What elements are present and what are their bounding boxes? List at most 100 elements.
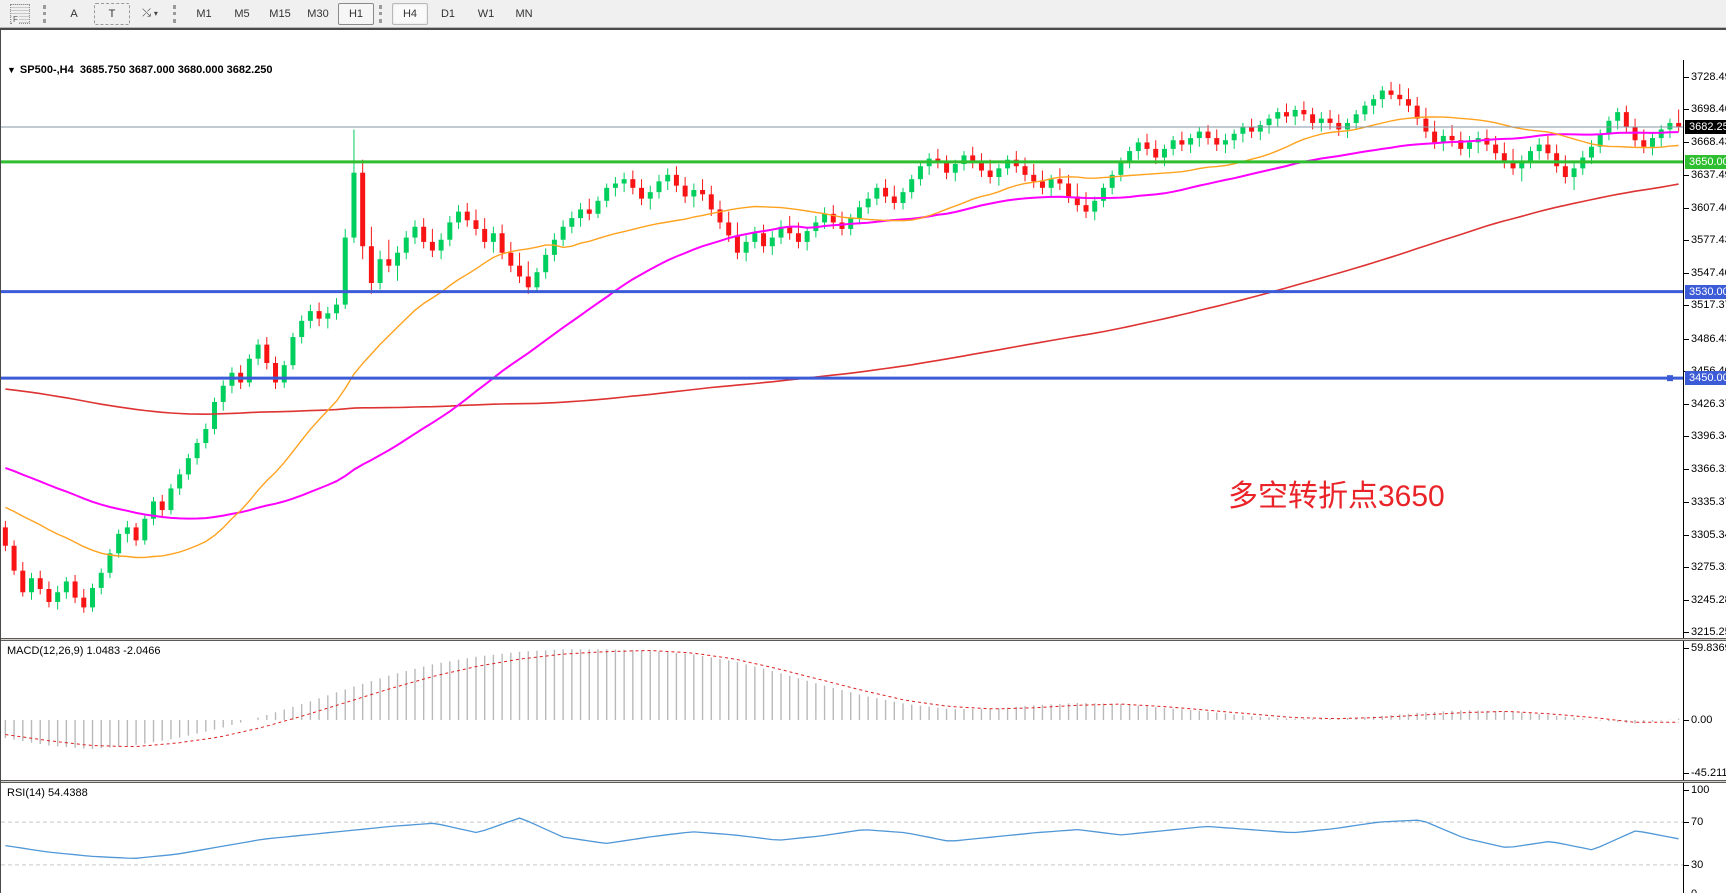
axis-tick-mark — [1684, 567, 1689, 569]
horizontal-lines-layer[interactable] — [1, 126, 1683, 382]
timeframe-button-w1[interactable]: W1 — [477, 7, 495, 20]
price-tick-label: 3275.310 — [1691, 561, 1726, 574]
price-level-box: 3682.250 — [1685, 120, 1726, 134]
price-tick-label: 3728.490 — [1691, 71, 1726, 83]
ohlc-values: 3685.750 3687.000 3680.000 3682.250 — [79, 64, 273, 76]
rsi-tick-label: 0 — [1691, 888, 1697, 893]
text-box-tool-button[interactable]: T — [94, 2, 130, 25]
price-tick-label: 3668.430 — [1691, 135, 1726, 148]
axis-tick-mark — [1684, 175, 1689, 177]
rsi-tick-label: 70 — [1691, 816, 1704, 829]
macd-tick-label: 59.8369 — [1691, 642, 1726, 654]
price-level-box: 3530.000 — [1685, 284, 1726, 299]
toolbar: F A T ⤯ ▾ M1 M5 M15 M30 H1 H4 D1 W1 MN — [0, 0, 1726, 28]
symbol-period-label: SP500-,H4 — [19, 64, 74, 76]
macd-tick-label: -45.2114 — [1691, 767, 1726, 779]
rsi-tick-label: 30 — [1691, 858, 1704, 871]
axis-tick-mark — [1684, 864, 1689, 866]
axis-tick-mark — [1684, 790, 1689, 791]
macd-tick-label: 0.00 — [1691, 713, 1713, 726]
ma-fast-line — [5, 116, 1679, 559]
price-tick-label: 3396.340 — [1691, 430, 1726, 443]
collapse-arrow-icon[interactable]: ▼ — [7, 65, 16, 75]
axis-tick-mark — [1684, 599, 1689, 601]
axis-tick-mark — [1684, 648, 1689, 649]
rsi-tick-label: 100 — [1691, 784, 1710, 796]
price-tick-label: 3335.370 — [1691, 496, 1726, 509]
toolbar-drag-handle[interactable] — [379, 4, 387, 23]
ma-mid-line — [5, 131, 1679, 520]
rsi-canvas[interactable] — [1, 783, 1683, 893]
toolbar-drag-handle[interactable] — [173, 4, 181, 23]
cycle-lines-tool-button[interactable]: ⤯ ▾ — [132, 3, 168, 25]
macd-canvas[interactable] — [1, 641, 1683, 780]
timeframe-button-m1[interactable]: M1 — [196, 7, 212, 20]
text-label-tool-button[interactable]: A — [70, 7, 78, 20]
pane-separator[interactable] — [1, 780, 1726, 783]
cycle-lines-icon: ⤯ — [142, 7, 151, 19]
macd-histogram — [4, 649, 1680, 750]
axis-tick-mark — [1684, 822, 1689, 824]
axis-tick-mark — [1684, 109, 1689, 111]
axis-tick-mark — [1684, 305, 1689, 307]
hline-handle[interactable] — [1667, 375, 1673, 382]
timeframe-button-h1[interactable]: H1 — [338, 2, 374, 25]
toolbar-grid-icon[interactable]: F — [2, 3, 38, 25]
timeframe-button-mn[interactable]: MN — [515, 7, 533, 20]
axis-tick-mark — [1684, 468, 1689, 470]
price-tick-label: 3215.250 — [1691, 626, 1726, 638]
candlestick-canvas[interactable] — [1, 60, 1683, 638]
axis-tick-mark — [1684, 436, 1689, 438]
rsi-axis[interactable]: 100 70 30 0 — [1683, 783, 1726, 893]
chart-window: ▼ SP500-,H4 3685.750 3687.000 3680.000 36… — [0, 28, 1726, 893]
rsi-pane[interactable]: RSI(14) 54.4388 — [1, 783, 1683, 893]
price-tick-label: 3577.430 — [1691, 234, 1726, 247]
price-tick-label: 3245.280 — [1691, 593, 1726, 606]
toolbar-drag-handle[interactable] — [43, 4, 51, 23]
price-axis[interactable]: 3728.490 3698.460 3668.430 3637.490 3607.460… — [1683, 60, 1726, 638]
timeframe-button-h4[interactable]: H4 — [392, 2, 428, 25]
axis-tick-mark — [1684, 207, 1689, 209]
price-tick-label: 3305.340 — [1691, 528, 1726, 541]
axis-tick-mark — [1684, 77, 1689, 78]
axis-tick-mark — [1684, 272, 1689, 274]
macd-label: MACD(12,26,9) 1.0483 -2.0466 — [7, 645, 161, 657]
macd-axis[interactable]: 59.8369 0.00 -45.2114 — [1683, 641, 1726, 780]
axis-tick-mark — [1684, 338, 1689, 340]
pane-separator[interactable] — [1, 638, 1726, 641]
price-tick-label: 3698.460 — [1691, 103, 1726, 116]
price-tick-label: 3607.460 — [1691, 201, 1726, 214]
main-chart-pane[interactable]: ▼ SP500-,H4 3685.750 3687.000 3680.000 36… — [1, 60, 1683, 638]
rsi-label: RSI(14) 54.4388 — [7, 787, 88, 799]
macd-signal-line — [5, 649, 1679, 747]
price-tick-label: 3547.400 — [1691, 266, 1726, 279]
axis-tick-mark — [1684, 773, 1689, 774]
rsi-line — [5, 817, 1679, 859]
price-tick-label: 3637.490 — [1691, 169, 1726, 182]
axis-tick-mark — [1684, 719, 1689, 721]
chart-title: ▼ SP500-,H4 3685.750 3687.000 3680.000 36… — [7, 64, 273, 76]
chart-text-annotation[interactable]: 多空转折点3650 — [1228, 480, 1445, 513]
timeframe-button-m30[interactable]: M30 — [307, 7, 329, 20]
macd-pane[interactable]: MACD(12,26,9) 1.0483 -2.0466 — [1, 641, 1683, 780]
price-tick-label: 3426.370 — [1691, 397, 1726, 410]
price-tick-label: 3366.310 — [1691, 462, 1726, 475]
axis-tick-mark — [1684, 632, 1689, 633]
axis-tick-mark — [1684, 240, 1689, 242]
timeframe-button-d1[interactable]: D1 — [440, 7, 456, 20]
timeframe-button-m5[interactable]: M5 — [234, 7, 250, 20]
price-tick-label: 3486.430 — [1691, 332, 1726, 345]
moving-averages-layer — [5, 116, 1679, 559]
axis-tick-mark — [1684, 141, 1689, 143]
price-tick-label: 3517.370 — [1691, 299, 1726, 312]
timeframe-group: M1 M5 M15 M30 H1 H4 D1 W1 MN — [186, 2, 542, 25]
ma-slow-line — [5, 183, 1679, 416]
chevron-down-icon: ▾ — [153, 9, 158, 18]
candles-layer[interactable] — [2, 81, 1682, 613]
timeframe-button-m15[interactable]: M15 — [269, 7, 291, 20]
price-level-box: 3650.000 — [1685, 154, 1726, 169]
axis-tick-mark — [1684, 403, 1689, 405]
axis-tick-mark — [1684, 534, 1689, 536]
axis-tick-mark — [1684, 502, 1689, 504]
